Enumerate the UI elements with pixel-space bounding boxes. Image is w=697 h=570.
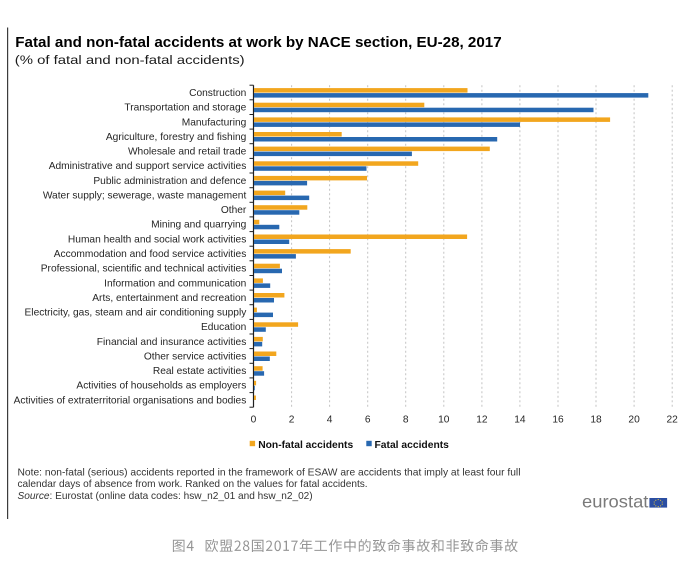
svg-text:eurostat: eurostat [582,492,649,512]
svg-text:16: 16 [552,415,564,426]
svg-text:Arts, entertainment and recrea: Arts, entertainment and recreation [92,293,246,304]
svg-text:Other: Other [221,205,247,216]
svg-text:Information and communication: Information and communication [104,278,246,289]
svg-text:Note: non-fatal (serious) acci: Note: non-fatal (serious) accidents repo… [18,468,521,479]
svg-text:22: 22 [667,415,679,426]
svg-text:Agriculture, forestry and fish: Agriculture, forestry and fishing [106,132,247,143]
svg-text:4: 4 [327,415,333,426]
svg-text:Fatal accidents: Fatal accidents [375,440,450,451]
svg-text:Electricity, gas, steam and ai: Electricity, gas, steam and air conditio… [25,308,248,319]
svg-text:2: 2 [289,415,295,426]
svg-text:Public administration and defe: Public administration and defence [93,176,246,187]
svg-text:0: 0 [251,415,257,426]
svg-text:Real estate activities: Real estate activities [153,366,246,377]
svg-text:8: 8 [403,415,409,426]
svg-text:Source: Eurostat (online data: Source: Eurostat (online data codes: hsw… [18,491,313,502]
svg-text:Transportation and storage: Transportation and storage [124,103,246,114]
svg-text:Financial and insurance activi: Financial and insurance activities [97,337,247,348]
svg-text:14: 14 [514,415,526,426]
svg-text:Professional, scientific and t: Professional, scientific and technical a… [41,264,247,275]
svg-text:calendar days of absence from: calendar days of absence from work. Rank… [18,479,368,490]
svg-text:Activities of households as em: Activities of households as employers [76,381,246,392]
svg-text:6: 6 [365,415,371,426]
svg-text:18: 18 [590,415,602,426]
svg-text:20: 20 [628,415,640,426]
svg-text:Water supply; sewerage, waste: Water supply; sewerage, waste management [43,191,247,202]
svg-text:Human health and social work a: Human health and social work activities [68,234,246,245]
svg-text:Education: Education [201,322,246,333]
svg-text:Non-fatal accidents: Non-fatal accidents [258,440,353,451]
svg-text:(% of fatal and non-fatal acci: (% of fatal and non-fatal accidents) [15,53,245,67]
svg-text:Accommodation and food service: Accommodation and food service activitie… [54,249,247,260]
svg-text:Administrative and support ser: Administrative and support service activ… [49,161,247,172]
svg-text:10: 10 [438,415,450,426]
svg-text:Mining and quarrying: Mining and quarrying [151,220,246,231]
svg-text:Wholesale and retail trade: Wholesale and retail trade [128,147,247,158]
svg-text:12: 12 [476,415,488,426]
svg-text:Fatal and non-fatal accidents: Fatal and non-fatal accidents at work by… [15,35,501,51]
svg-text:Manufacturing: Manufacturing [182,117,247,128]
svg-text:Construction: Construction [189,88,246,99]
svg-text:Activities of extraterritorial: Activities of extraterritorial organisat… [14,395,247,406]
svg-text:Other service activities: Other service activities [144,351,246,362]
